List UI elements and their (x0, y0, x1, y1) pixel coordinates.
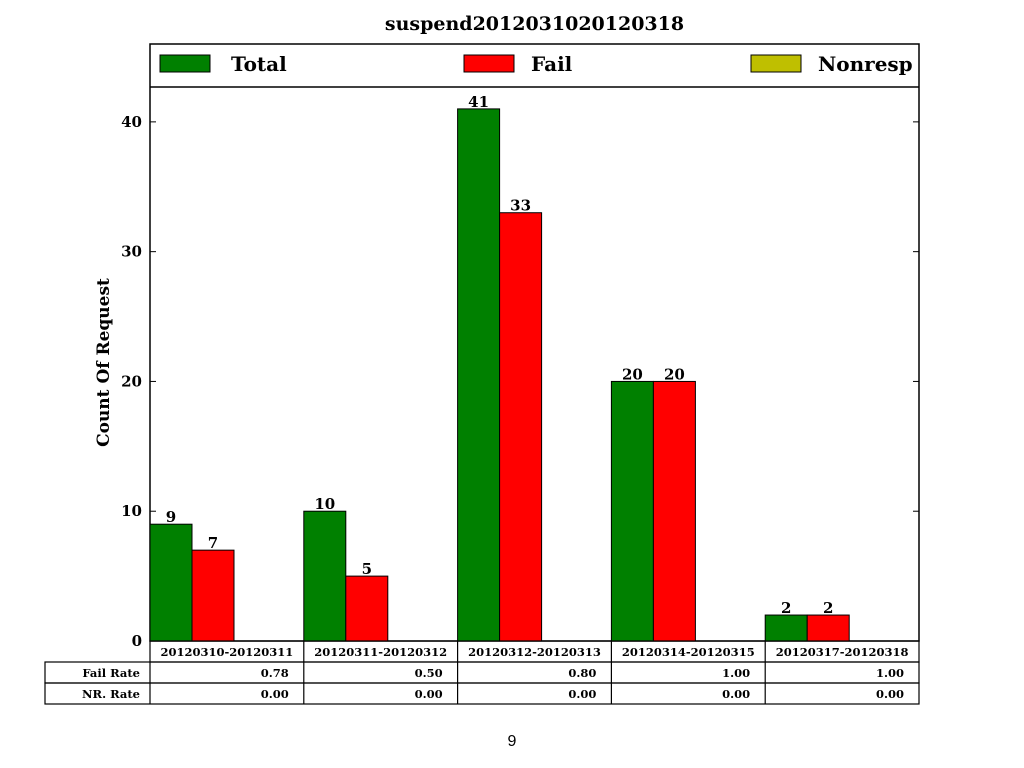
bar-value-label: 20 (664, 365, 685, 383)
legend-label-nonresp: Nonresp (818, 52, 913, 76)
bar-value-label: 33 (510, 197, 531, 215)
page-number: 9 (507, 733, 517, 750)
table-cell: 0.50 (415, 666, 443, 680)
legend-swatch-total (159, 54, 211, 73)
table-cell: 0.00 (876, 687, 904, 701)
bar-total (149, 523, 193, 642)
bar-total (457, 108, 501, 642)
bar-total (764, 614, 808, 642)
table-cell: 0.78 (261, 666, 289, 680)
legend-label-fail: Fail (531, 52, 573, 76)
x-tick-label: 20120310-20120311 (160, 645, 293, 659)
bar-fail (345, 575, 389, 642)
x-tick-label: 20120312-20120313 (468, 645, 601, 659)
table-row-label: Fail Rate (82, 666, 140, 680)
x-tick-label: 20120317-20120318 (776, 645, 909, 659)
bar-total (610, 380, 654, 642)
table-cell: 1.00 (722, 666, 750, 680)
legend-label-total: Total (231, 52, 287, 76)
bar-value-label: 2 (781, 599, 791, 617)
legend-swatch-nonresp (750, 54, 802, 73)
x-tick-label: 20120311-20120312 (314, 645, 447, 659)
bar-value-label: 5 (362, 560, 372, 578)
table-cell: 0.80 (568, 666, 596, 680)
y-axis-label: Count Of Request (94, 278, 114, 447)
table-row (44, 661, 920, 684)
table-row (44, 682, 920, 705)
chart-title: suspend2012031020120318 (385, 13, 684, 35)
y-tick-label: 20 (121, 372, 142, 390)
y-tick-label: 30 (121, 243, 142, 261)
bar-value-label: 10 (314, 495, 335, 513)
table-cell: 0.00 (568, 687, 596, 701)
legend-swatch-fail (463, 54, 515, 73)
bar-total (303, 510, 347, 642)
table-cell: 0.00 (415, 687, 443, 701)
bar-value-label: 9 (166, 508, 176, 526)
table-row-label: NR. Rate (82, 687, 140, 701)
bar-value-label: 7 (208, 534, 218, 552)
table-cell: 1.00 (876, 666, 904, 680)
x-tick-label: 20120314-20120315 (622, 645, 755, 659)
bar-fail (191, 549, 235, 642)
bar-value-label: 2 (823, 599, 833, 617)
bar-fail (652, 380, 696, 642)
y-tick-label: 0 (132, 632, 142, 650)
bar-value-label: 20 (622, 365, 643, 383)
bar-value-label: 41 (468, 93, 489, 111)
y-tick-label: 10 (121, 502, 142, 520)
table-cell: 0.00 (261, 687, 289, 701)
bar-fail (806, 614, 850, 642)
table-cell: 0.00 (722, 687, 750, 701)
y-tick-label: 40 (121, 113, 142, 131)
bar-fail (499, 212, 543, 642)
